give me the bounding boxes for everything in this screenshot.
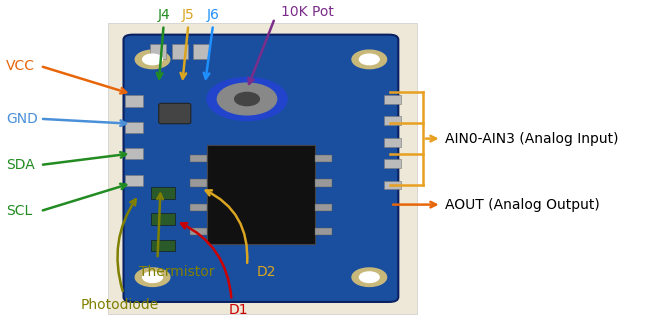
FancyBboxPatch shape: [190, 179, 207, 186]
FancyBboxPatch shape: [190, 228, 207, 235]
Circle shape: [217, 83, 277, 115]
FancyBboxPatch shape: [193, 44, 209, 59]
Text: D2: D2: [256, 265, 276, 279]
FancyBboxPatch shape: [190, 204, 207, 211]
FancyBboxPatch shape: [125, 95, 142, 107]
Text: J6: J6: [207, 8, 220, 22]
FancyBboxPatch shape: [315, 179, 332, 186]
FancyBboxPatch shape: [151, 213, 175, 225]
Text: J5: J5: [182, 8, 195, 22]
FancyBboxPatch shape: [315, 204, 332, 211]
FancyBboxPatch shape: [150, 44, 166, 59]
FancyBboxPatch shape: [151, 187, 175, 199]
FancyBboxPatch shape: [384, 116, 402, 125]
Circle shape: [352, 268, 387, 286]
FancyBboxPatch shape: [159, 103, 191, 124]
Circle shape: [352, 50, 387, 69]
Circle shape: [135, 268, 170, 286]
FancyBboxPatch shape: [384, 181, 402, 189]
Circle shape: [359, 272, 379, 282]
Circle shape: [359, 54, 379, 65]
Circle shape: [235, 92, 259, 106]
Text: J4: J4: [157, 8, 170, 22]
Circle shape: [142, 272, 162, 282]
FancyBboxPatch shape: [108, 23, 417, 314]
Text: 10K Pot: 10K Pot: [281, 5, 334, 18]
Text: SDA: SDA: [6, 158, 35, 172]
FancyBboxPatch shape: [384, 138, 402, 147]
Circle shape: [207, 78, 287, 120]
Text: Photodiode: Photodiode: [81, 298, 159, 312]
Text: D1: D1: [229, 303, 248, 317]
Text: GND: GND: [6, 112, 38, 126]
Text: VCC: VCC: [6, 59, 35, 73]
FancyBboxPatch shape: [125, 122, 142, 133]
Text: SCL: SCL: [6, 204, 32, 218]
Text: Thermistor: Thermistor: [139, 265, 214, 279]
FancyBboxPatch shape: [315, 228, 332, 235]
FancyBboxPatch shape: [125, 148, 142, 159]
Circle shape: [142, 54, 162, 65]
FancyBboxPatch shape: [125, 175, 142, 186]
FancyBboxPatch shape: [172, 44, 188, 59]
FancyBboxPatch shape: [151, 240, 175, 251]
FancyBboxPatch shape: [124, 35, 398, 302]
FancyBboxPatch shape: [207, 145, 315, 244]
FancyBboxPatch shape: [384, 95, 402, 104]
Text: AOUT (Analog Output): AOUT (Analog Output): [445, 198, 599, 212]
FancyBboxPatch shape: [315, 155, 332, 162]
Text: AIN0-AIN3 (Analog Input): AIN0-AIN3 (Analog Input): [445, 132, 618, 146]
Circle shape: [135, 50, 170, 69]
FancyBboxPatch shape: [190, 155, 207, 162]
FancyBboxPatch shape: [384, 159, 402, 168]
